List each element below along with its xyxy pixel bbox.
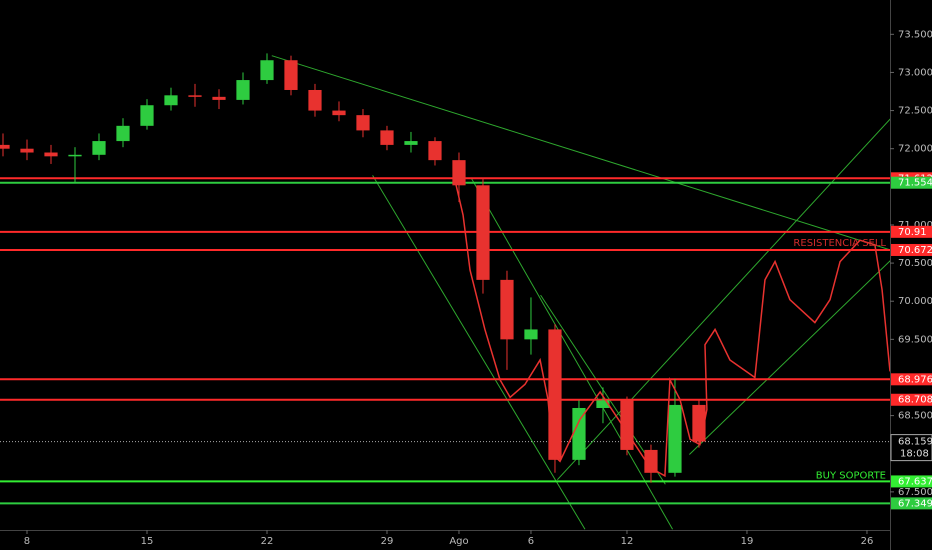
- price-box-label: 70.91: [898, 227, 927, 238]
- price-box-label: 68.708: [898, 395, 932, 406]
- price-box-label: 68.976: [898, 374, 932, 385]
- price-box: [891, 243, 932, 256]
- candle-body: [164, 95, 178, 106]
- candle-body: [524, 329, 538, 340]
- x-tick-label: 19: [741, 536, 754, 547]
- price-box: [891, 475, 932, 488]
- last-price-label: 68.159: [898, 437, 932, 448]
- y-tick-label: 70.500: [898, 258, 932, 269]
- x-tick-label: 8: [24, 536, 30, 547]
- y-tick-label: 71.000: [898, 220, 932, 231]
- candle-body: [404, 141, 418, 145]
- candle-body: [428, 141, 442, 161]
- candle-body: [0, 144, 10, 149]
- y-tick-label: 73.000: [898, 67, 932, 78]
- x-tick-label: 29: [381, 536, 394, 547]
- x-tick-label: 6: [528, 536, 534, 547]
- y-tick-label: 69.500: [898, 334, 932, 345]
- candle-body: [20, 148, 34, 153]
- trendline: [689, 260, 890, 455]
- candle-body: [356, 115, 370, 131]
- plot-area: RESISTENCIA SELL BUY SOPORTE: [0, 53, 890, 530]
- candle-body: [92, 141, 106, 155]
- y-tick-label: 67.500: [898, 487, 932, 498]
- annotation: RESISTENCIA SELL: [793, 238, 886, 249]
- x-tick-label: 15: [141, 536, 154, 547]
- price-box: [891, 373, 932, 386]
- forecast-path: [454, 179, 890, 478]
- price-box: [891, 497, 932, 510]
- candle-body: [644, 449, 658, 473]
- candle-body: [68, 154, 82, 157]
- candle-body: [140, 105, 154, 126]
- candle-body: [236, 80, 250, 100]
- price-box-label: 67.637: [898, 476, 932, 487]
- price-box-label: 71.554: [898, 178, 932, 189]
- candle-body: [476, 185, 490, 280]
- candle-body: [44, 152, 58, 157]
- candle-body: [596, 400, 610, 408]
- x-tick-label: Ago: [449, 536, 468, 547]
- price-box-label: 67.349: [898, 498, 932, 509]
- x-tick-label: 26: [861, 536, 874, 547]
- candle-body: [332, 110, 346, 116]
- candle-body: [380, 130, 394, 145]
- x-tick-label: 12: [621, 536, 634, 547]
- candle-body: [668, 404, 682, 473]
- last-price-box: [890, 434, 932, 462]
- price-box-label: 70.672: [898, 245, 932, 256]
- y-tick-label: 72.500: [898, 106, 932, 117]
- candle-body: [572, 407, 586, 460]
- candle-body: [548, 329, 562, 460]
- candle-body: [452, 160, 466, 186]
- candle-body: [284, 60, 298, 90]
- candle-body: [260, 60, 274, 81]
- annotation: BUY SOPORTE: [816, 470, 886, 481]
- y-tick-label: 70.000: [898, 296, 932, 307]
- trendline: [470, 177, 674, 530]
- trendline: [271, 55, 890, 251]
- trendline: [372, 175, 586, 530]
- y-tick-label: 72.000: [898, 144, 932, 155]
- price-box: [891, 176, 932, 189]
- candle-body: [212, 96, 226, 100]
- countdown-label: 18:08: [900, 449, 929, 460]
- price-box: [891, 393, 932, 406]
- price-box: [891, 225, 932, 238]
- x-tick-label: 22: [261, 536, 274, 547]
- y-tick-label: 68.500: [898, 411, 932, 422]
- candle-body: [116, 125, 130, 142]
- candle-body: [188, 95, 202, 97]
- candle-body: [308, 89, 322, 111]
- candle-body: [500, 279, 514, 340]
- axes: 73.500 73.000 72.500 72.000 71.000 70.500 70.0…: [24, 29, 932, 547]
- y-tick-label: 73.500: [898, 29, 932, 40]
